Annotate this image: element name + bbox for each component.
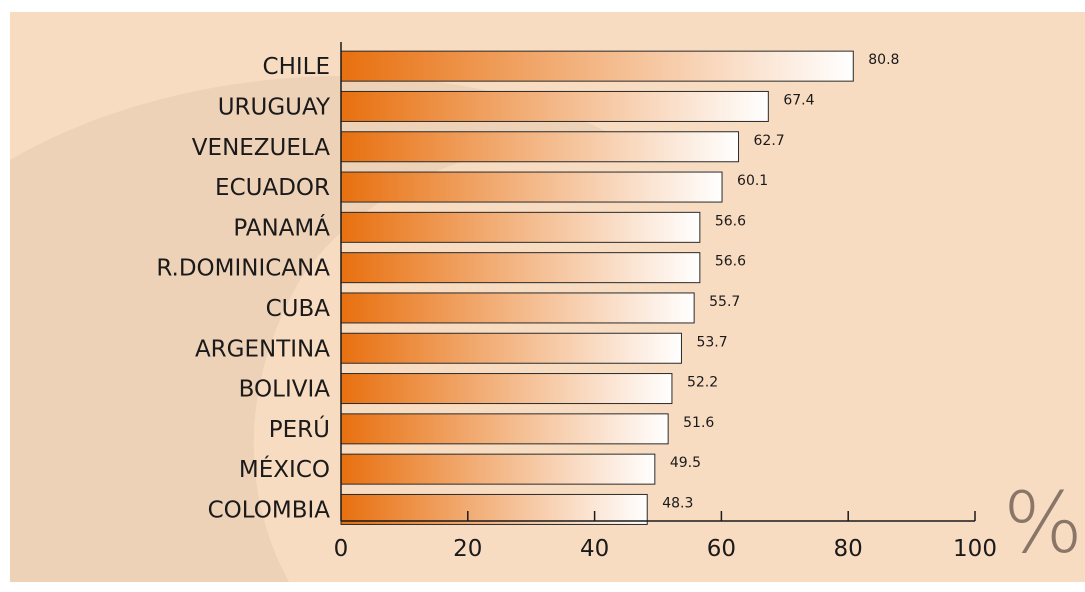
- category-label-r-dominicana: R.DOMINICANA: [156, 256, 330, 282]
- value-label-cuba: 55.7: [709, 294, 740, 310]
- bar-peru: [340, 413, 669, 445]
- category-label-chile: CHILE: [263, 54, 330, 80]
- bar-colombia: [340, 493, 648, 525]
- category-label-uruguay: URUGUAY: [218, 94, 331, 120]
- value-label-uruguay: 67.4: [783, 92, 814, 108]
- bar-ecuador: [340, 171, 723, 203]
- category-label-peru: PERÚ: [269, 415, 330, 443]
- bar-panama: [340, 211, 701, 243]
- value-label-r-dominicana: 56.6: [715, 254, 746, 270]
- category-label-mexico: MÉXICO: [239, 455, 330, 483]
- value-label-bolivia: 52.2: [687, 375, 718, 391]
- category-labels: CHILE URUGUAY VENEZUELA ECUADOR PANAMÁ R.DOMI…: [156, 54, 331, 523]
- bar-cuba: [340, 292, 695, 324]
- value-label-venezuela: 62.7: [754, 133, 785, 149]
- x-tick-label-80: 80: [834, 536, 863, 562]
- category-label-bolivia: BOLIVIA: [239, 377, 331, 403]
- unit-label: %: [1003, 474, 1083, 572]
- x-axis-ticks: 0 20 40 60 80 100: [334, 511, 997, 562]
- x-tick-label-60: 60: [707, 536, 736, 562]
- category-label-colombia: COLOMBIA: [208, 497, 331, 523]
- value-label-argentina: 53.7: [696, 334, 727, 350]
- value-label-mexico: 49.5: [670, 455, 701, 471]
- x-tick-label-20: 20: [453, 536, 482, 562]
- bar-venezuela: [340, 131, 740, 163]
- category-label-cuba: CUBA: [266, 296, 331, 322]
- bar-chile: [340, 50, 854, 82]
- bars-group: [340, 50, 854, 525]
- bar-bolivia: [340, 373, 673, 405]
- x-tick-label-40: 40: [580, 536, 609, 562]
- bar-uruguay: [340, 90, 769, 122]
- value-label-colombia: 48.3: [662, 495, 693, 511]
- value-label-chile: 80.8: [868, 52, 899, 68]
- category-label-panama: PANAMÁ: [233, 213, 330, 241]
- value-label-panama: 56.6: [715, 213, 746, 229]
- bar-argentina: [340, 332, 682, 364]
- category-label-venezuela: VENEZUELA: [192, 135, 330, 161]
- axes: 0 20 40 60 80 100: [334, 42, 997, 562]
- bar-r-dominicana: [340, 252, 701, 284]
- bar-mexico: [340, 453, 656, 485]
- background-swirl: [10, 375, 220, 582]
- background-swirl: [10, 75, 640, 582]
- value-label-ecuador: 60.1: [737, 173, 768, 189]
- category-label-argentina: ARGENTINA: [195, 336, 330, 362]
- x-tick-label-100: 100: [953, 536, 997, 562]
- x-tick-label-0: 0: [334, 536, 349, 562]
- value-label-peru: 51.6: [683, 415, 714, 431]
- value-labels: 80.8 67.4 62.7 60.1 56.6 56.6 55.7 53.7 52.2 51.6…: [662, 52, 899, 511]
- category-label-ecuador: ECUADOR: [215, 175, 330, 201]
